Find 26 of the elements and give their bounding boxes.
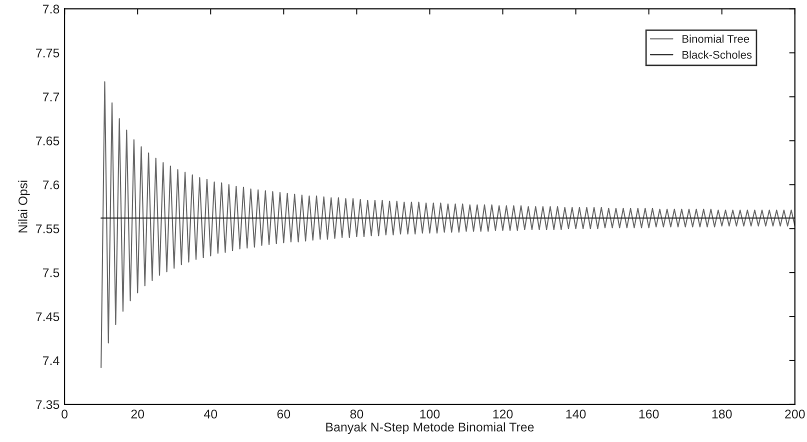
line-series <box>100 81 795 368</box>
x-axis-title: Banyak N-Step Metode Binomial Tree <box>326 422 534 434</box>
y-tick-label: 7.5 <box>42 268 60 278</box>
x-tick-label: 60 <box>277 410 290 418</box>
y-axis-title: Nilai Opsi <box>18 180 30 232</box>
y-tick-label: 7.65 <box>36 136 60 146</box>
y-tick-label: 7.4 <box>42 356 60 366</box>
y-tick-label: 7.55 <box>36 224 60 234</box>
x-tick-label: 160 <box>639 410 659 418</box>
x-tick-label: 120 <box>493 410 513 418</box>
x-tick-label: 0 <box>62 410 68 418</box>
x-tick-label: 40 <box>204 410 218 418</box>
x-tick-label: 180 <box>712 410 732 418</box>
x-tick-label: 80 <box>350 410 364 418</box>
y-tick-label: 7.7 <box>42 92 60 102</box>
x-tick-label: 200 <box>785 410 805 418</box>
legend-label: Black-Scholes <box>682 50 752 59</box>
y-tick-label: 7.35 <box>36 400 60 410</box>
y-tick-label: 7.8 <box>42 4 60 14</box>
x-tick-label: 100 <box>420 410 440 418</box>
x-tick-label: 20 <box>131 410 144 418</box>
legend-label: Binomial Tree <box>682 34 750 43</box>
y-tick-label: 7.45 <box>36 312 60 322</box>
x-tick-label: 140 <box>566 410 586 418</box>
y-tick-label: 7.75 <box>36 48 60 58</box>
y-tick-label: 7.6 <box>42 180 60 190</box>
